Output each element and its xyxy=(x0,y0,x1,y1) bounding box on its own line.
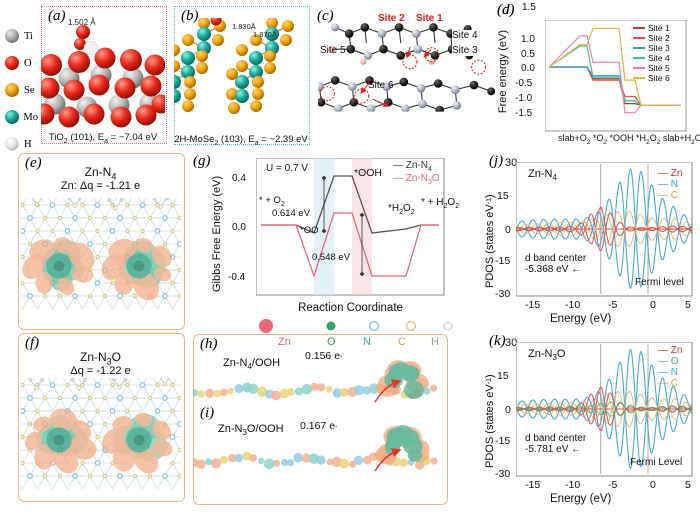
svg-text:Site 5: Site 5 xyxy=(648,63,670,73)
svg-text:Site 2: Site 2 xyxy=(648,33,670,43)
svg-text:Site 3: Site 3 xyxy=(648,43,670,53)
svg-text:Site 6: Site 6 xyxy=(648,73,670,83)
svg-text:Site 4: Site 4 xyxy=(648,53,670,63)
svg-text:Site 1: Site 1 xyxy=(648,23,670,33)
